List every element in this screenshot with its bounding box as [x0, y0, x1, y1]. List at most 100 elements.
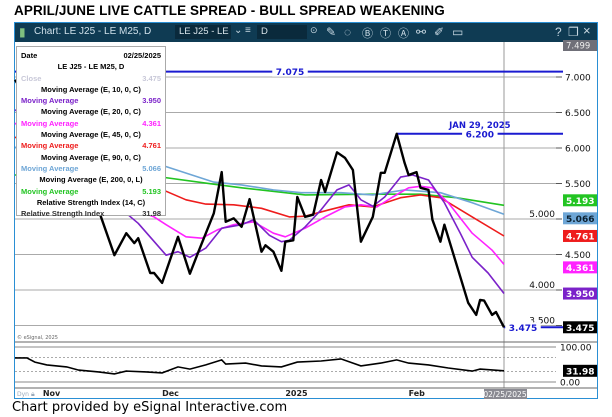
- symbol-row: LE J25 - LE M25, D: [21, 61, 161, 72]
- current-date-box: [484, 389, 527, 399]
- study-header-label: Moving Average (E, 200, 0, L): [39, 175, 143, 185]
- symbol-dropdown[interactable]: LE J25 - LE: [175, 25, 231, 39]
- rsi-line: [15, 357, 505, 375]
- value-box-label-ma90: 5.066: [566, 215, 594, 225]
- study-row: Moving Average 3.950: [21, 95, 161, 106]
- y-tick-label: 7.000: [565, 74, 591, 84]
- note-icon[interactable]: ✐: [434, 25, 445, 39]
- rsi-header-label: Relative Strength Index (14, C): [36, 197, 146, 207]
- study-label: Moving Average: [21, 163, 79, 173]
- symbol-label: LE J25 - LE M25, D: [57, 62, 125, 72]
- top-price-label: 7.499: [566, 42, 590, 52]
- restore-icon[interactable]: ❐: [568, 25, 579, 39]
- close-value: 3.475: [142, 73, 161, 83]
- value-box-ma90: [563, 212, 597, 225]
- close-row: Close 3.475: [21, 73, 161, 84]
- study-header: Moving Average (E, 90, 0, C): [21, 152, 161, 163]
- close-label: Close: [21, 73, 42, 83]
- series-line-ma10: [14, 109, 505, 294]
- y-tick-label: 6.000: [565, 145, 591, 155]
- y-tick-label: 4.500: [565, 251, 591, 261]
- rsi-tick-label: 0.00: [560, 379, 580, 389]
- study-header-label: Moving Average (E, 20, 0, C): [41, 107, 141, 117]
- rsi-row: Relative Strength Index 31.98: [21, 208, 161, 219]
- value-box-label-ma200: 5.193: [566, 197, 594, 207]
- x-tick-label: Dec: [162, 389, 179, 398]
- value-box-label-price: 3.475: [566, 324, 594, 334]
- value-box-ma20: [563, 261, 597, 274]
- y-tick-label: 5.500: [565, 180, 591, 190]
- rsi-header: Relative Strength Index (14, C): [21, 197, 161, 208]
- chevron-down-icon[interactable]: ⌄: [234, 25, 243, 36]
- study-label: Moving Average: [21, 118, 79, 128]
- annotation-sublabel: JAN 29, 2025: [448, 121, 511, 131]
- x-tick-label: 2025: [285, 389, 308, 398]
- a-circle-icon[interactable]: Ⓐ: [398, 28, 409, 40]
- value-box-label-ma10: 3.950: [566, 290, 594, 300]
- series-line-ma200: [15, 174, 505, 207]
- annotation-label-bg: [505, 322, 541, 333]
- study-label: Moving Average: [21, 141, 79, 151]
- study-header: Moving Average (E, 45, 0, C): [21, 129, 161, 140]
- lock-icon: 🔒︎: [31, 391, 35, 398]
- value-box-rsi: [563, 364, 597, 377]
- current-date-label: 02/25/2025: [483, 390, 526, 399]
- study-row: Moving Average 4.361: [21, 118, 161, 129]
- y-tick-label: 3.500: [529, 317, 555, 327]
- copyright-text: © eSignal, 2025: [17, 334, 58, 341]
- study-label: Moving Average: [21, 96, 79, 106]
- link-status-icon: ▮: [19, 25, 26, 39]
- date-value: 02/25/2025: [123, 51, 161, 60]
- study-header: Moving Average (E, 20, 0, C): [21, 106, 161, 117]
- rsi-tick-label: 100.00: [560, 344, 592, 354]
- study-value: 4.761: [142, 141, 161, 151]
- y-tick-label: 4.000: [529, 281, 555, 291]
- page-title: APRIL/JUNE LIVE CATTLE SPREAD - BULL SPR…: [14, 3, 445, 18]
- value-box-ma10: [563, 287, 597, 300]
- study-header-label: Moving Average (E, 90, 0, C): [41, 152, 141, 162]
- link-icon[interactable]: ⚯: [416, 25, 427, 39]
- top-price-box: [563, 40, 597, 51]
- study-value: 3.950: [142, 96, 161, 106]
- t-circle-icon[interactable]: Ⓣ: [380, 28, 391, 40]
- annotation-label-bg: [462, 128, 498, 139]
- rsi-label: Relative Strength Index: [21, 209, 105, 219]
- value-box-ma200: [563, 194, 597, 207]
- pencil-icon[interactable]: ✎: [326, 25, 337, 39]
- date-row: Date 02/25/2025: [21, 50, 161, 61]
- study-row: Moving Average 4.761: [21, 140, 161, 151]
- chart-window-title: Chart: LE J25 - LE M25, D: [34, 26, 152, 37]
- study-label: Moving Average: [21, 186, 79, 196]
- value-box-price: [563, 321, 597, 334]
- interval-value: D: [261, 26, 268, 37]
- date-label: Date: [21, 51, 38, 60]
- series-line-price: [13, 79, 506, 328]
- b-circle-icon[interactable]: Ⓑ: [362, 28, 373, 40]
- close-button[interactable]: ×: [583, 23, 591, 38]
- study-value: 5.193: [142, 186, 161, 196]
- symbol-value: LE J25 - LE: [179, 26, 229, 37]
- study-icon[interactable]: ◌: [344, 25, 352, 39]
- x-tick-label: Feb: [409, 389, 426, 398]
- menu-icon[interactable]: ≡: [245, 25, 251, 36]
- chart-toolbar: ▮ Chart: LE J25 - LE M25, D LE J25 - LE …: [15, 23, 597, 42]
- annotation-label: 3.475: [509, 324, 537, 334]
- comment-icon[interactable]: ▭: [452, 25, 464, 39]
- annotation-label: 6.200: [466, 130, 494, 140]
- annotation-label: 7.075: [276, 68, 304, 78]
- study-value: 4.361: [142, 118, 161, 128]
- study-row: Moving Average 5.066: [21, 163, 161, 174]
- help-button[interactable]: ?: [555, 25, 562, 39]
- study-header-label: Moving Average (E, 45, 0, C): [41, 130, 141, 140]
- clock-icon[interactable]: ⊙: [310, 25, 318, 35]
- y-tick-label: 6.500: [565, 109, 591, 119]
- annotation-label-bg: [272, 66, 308, 77]
- rsi-value: 31.98: [142, 209, 161, 219]
- interval-dropdown[interactable]: D: [257, 25, 307, 39]
- x-tick-label: Nov: [43, 389, 61, 398]
- study-header: Moving Average (E, 10, 0, C): [21, 84, 161, 95]
- value-box-label-ma20: 4.361: [566, 264, 594, 274]
- study-row: Moving Average 5.193: [21, 186, 161, 197]
- series-line-ma90: [14, 146, 505, 216]
- study-header: Moving Average (E, 200, 0, L): [21, 174, 161, 185]
